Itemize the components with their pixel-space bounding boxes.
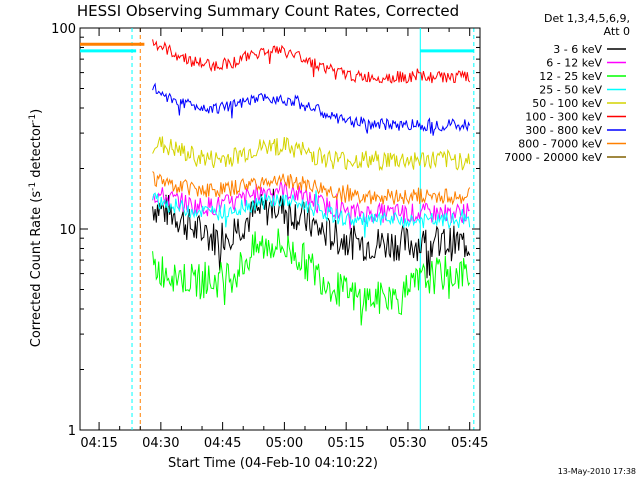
legend-label: 12 - 25 keV bbox=[539, 70, 602, 83]
footer-date: 13-May-2010 17:38 bbox=[558, 467, 636, 476]
series-line bbox=[152, 180, 470, 230]
x-tick-label: 05:15 bbox=[327, 436, 364, 451]
x-tick-label: 04:30 bbox=[142, 436, 179, 451]
series-line bbox=[152, 228, 471, 326]
x-axis-label: Start Time (04-Feb-10 04:10:22) bbox=[168, 456, 378, 471]
y-tick-label: 10 bbox=[59, 223, 76, 238]
x-tick-label: 05:00 bbox=[266, 436, 303, 451]
x-tick-label: 05:45 bbox=[451, 436, 488, 451]
legend-label: 6 - 12 keV bbox=[546, 57, 602, 70]
series-line bbox=[152, 39, 471, 84]
plot-area bbox=[79, 27, 481, 431]
series-line bbox=[152, 82, 471, 136]
legend-label: 50 - 100 keV bbox=[532, 97, 602, 110]
x-tick-label: 04:45 bbox=[204, 436, 241, 451]
legend-header: Att 0 bbox=[604, 25, 630, 38]
y-axis: 1 10 100 bbox=[51, 22, 480, 439]
y-axis-label: Corrected Count Rate (s-1 detector-1) bbox=[28, 109, 44, 347]
legend-label: 800 - 7000 keV bbox=[518, 138, 602, 151]
chart-title: HESSI Observing Summary Count Rates, Cor… bbox=[77, 2, 459, 20]
series-line bbox=[152, 188, 471, 279]
series-line bbox=[152, 171, 471, 206]
legend-label: 25 - 50 keV bbox=[539, 84, 602, 97]
y-tick-label: 1 bbox=[68, 424, 76, 439]
x-axis: 04:15 04:30 04:45 05:00 05:15 05:30 05:45 bbox=[80, 28, 488, 451]
legend-label: 3 - 6 keV bbox=[553, 43, 602, 56]
x-tick-label: 05:30 bbox=[389, 436, 426, 451]
series-line bbox=[152, 190, 471, 238]
legend-label: 300 - 800 keV bbox=[525, 124, 602, 137]
legend-label: 7000 - 20000 keV bbox=[504, 151, 602, 164]
x-tick-label: 04:15 bbox=[80, 436, 117, 451]
legend-header: Det 1,3,4,5,6,9, bbox=[544, 12, 630, 25]
y-tick-label: 100 bbox=[51, 22, 76, 37]
series-line bbox=[152, 136, 471, 172]
legend-label: 100 - 300 keV bbox=[525, 111, 602, 124]
